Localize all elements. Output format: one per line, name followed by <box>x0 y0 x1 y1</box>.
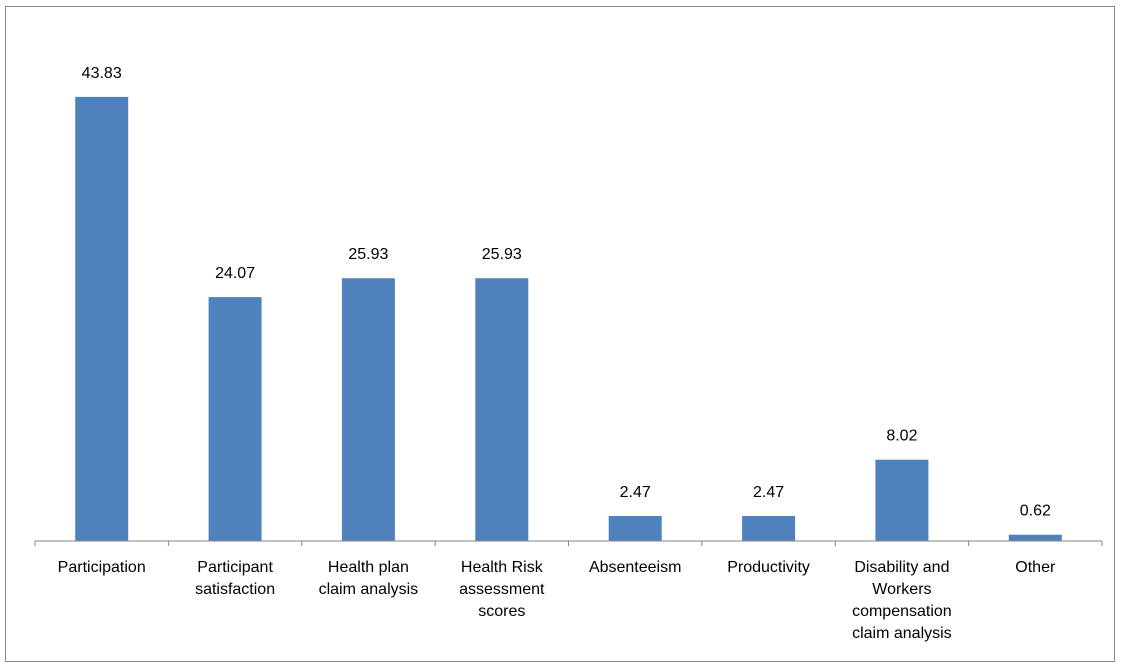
category-label: Other <box>1015 559 1056 576</box>
bar <box>1008 534 1062 541</box>
bar <box>341 278 395 541</box>
data-label: 24.07 <box>215 265 255 282</box>
category-label: satisfaction <box>195 581 275 598</box>
bar <box>475 278 529 541</box>
category-label: compensation <box>852 603 952 620</box>
category-label: Health plan <box>328 559 409 576</box>
data-label: 2.47 <box>753 484 784 501</box>
category-label: Participant <box>197 559 273 576</box>
category-label: Workers <box>872 581 931 598</box>
bar <box>75 96 129 542</box>
bar <box>875 459 929 541</box>
category-label: scores <box>478 603 525 620</box>
category-label: claim analysis <box>319 581 419 598</box>
bar <box>208 297 262 541</box>
category-label: Productivity <box>727 559 810 576</box>
bar <box>742 516 796 541</box>
chart-frame <box>5 6 1115 662</box>
data-label: 8.02 <box>886 428 917 445</box>
category-label: Participation <box>58 559 146 576</box>
data-label: 25.93 <box>348 246 388 263</box>
data-label: 43.83 <box>82 65 122 82</box>
category-label: claim analysis <box>852 625 952 642</box>
category-label: Disability and <box>854 559 949 576</box>
data-label: 0.62 <box>1020 503 1051 520</box>
category-label: assessment <box>459 581 545 598</box>
category-label: Health Risk <box>461 559 544 576</box>
data-label: 25.93 <box>482 246 522 263</box>
data-label: 2.47 <box>620 484 651 501</box>
bar <box>608 516 662 541</box>
category-label: Absenteeism <box>589 559 682 576</box>
